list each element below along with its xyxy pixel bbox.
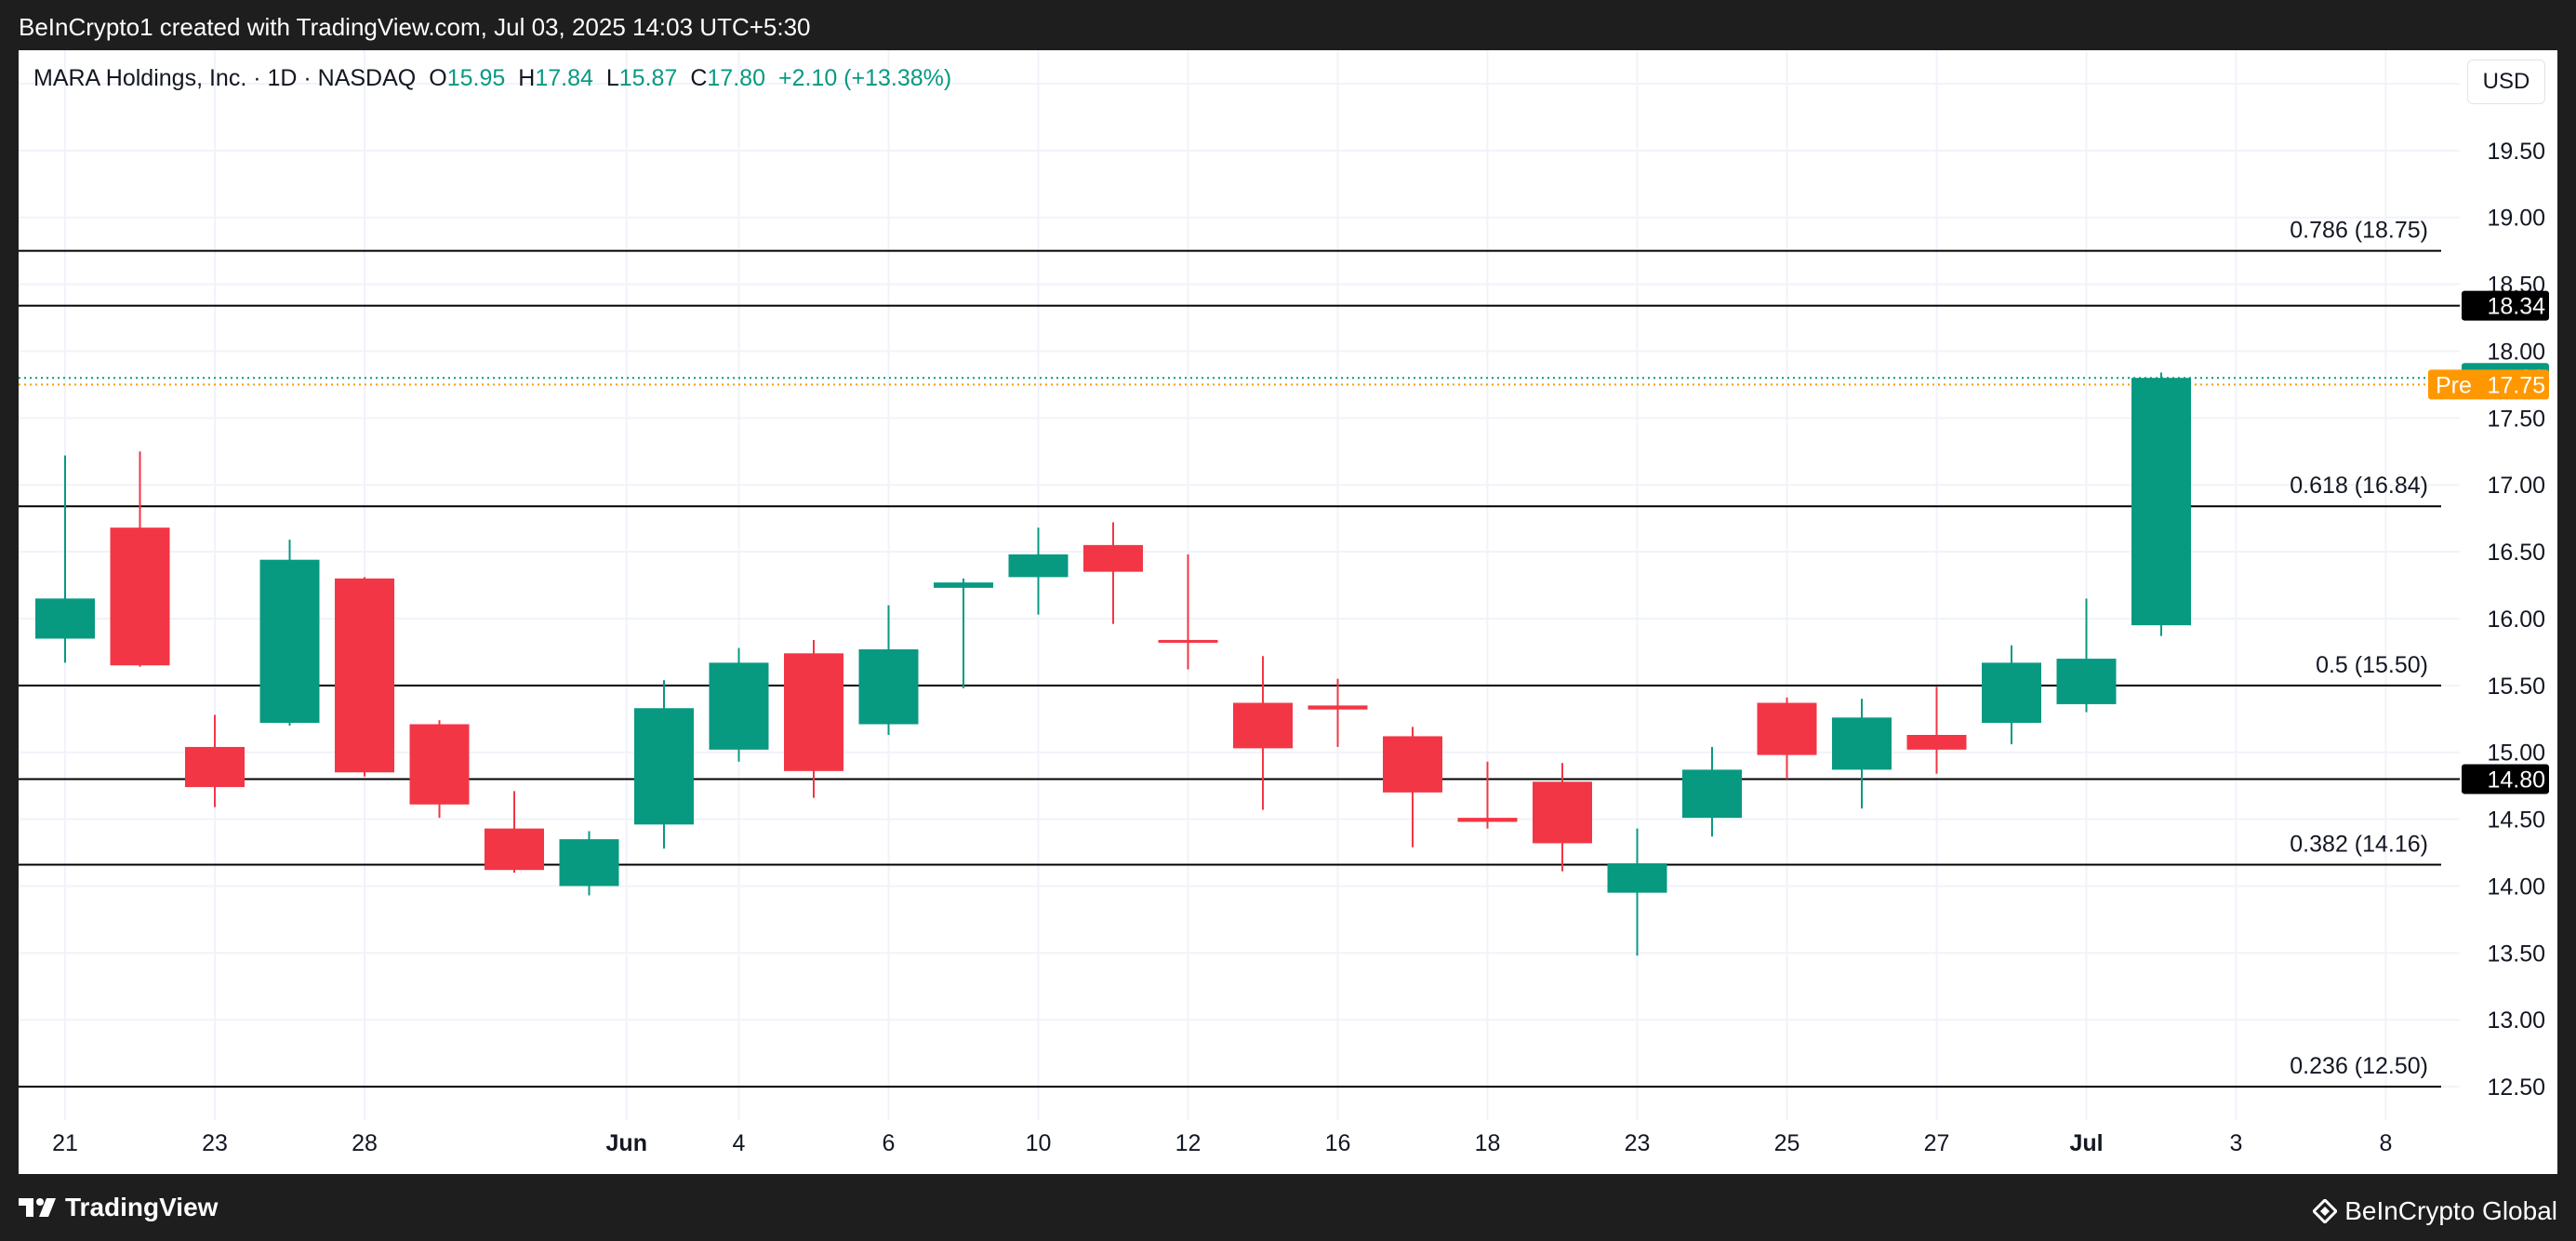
candle-body xyxy=(1832,717,1892,770)
high-value: 17.84 xyxy=(535,65,593,91)
y-tick-label: 18.00 xyxy=(2487,339,2545,365)
y-tick-label: 15.50 xyxy=(2487,674,2545,700)
y-tick-label: 14.00 xyxy=(2487,874,2545,900)
tradingview-logo[interactable]: TradingView xyxy=(19,1193,218,1222)
x-tick-label: 21 xyxy=(52,1130,78,1156)
y-tick-label: 14.50 xyxy=(2487,807,2545,834)
candle-body xyxy=(634,708,694,825)
symbol-legend: MARA Holdings, Inc. · 1D · NASDAQ O 15.95… xyxy=(33,65,951,92)
candle-body xyxy=(1008,554,1069,578)
candle-body xyxy=(185,746,245,788)
level-badge-label: 18.34 xyxy=(2487,294,2545,320)
y-tick-label: 13.00 xyxy=(2487,1007,2545,1034)
x-tick-label: 3 xyxy=(2230,1130,2243,1156)
beincrypto-text: BeInCrypto Global xyxy=(2344,1196,2557,1225)
x-tick-label: 10 xyxy=(1026,1130,1052,1156)
header-bar: BeInCrypto1 created with TradingView.com… xyxy=(0,0,2576,50)
x-tick-label: 12 xyxy=(1175,1130,1202,1156)
x-tick-label: 18 xyxy=(1475,1130,1501,1156)
candle-body xyxy=(1233,702,1293,749)
x-tick-label: 27 xyxy=(1924,1130,1950,1156)
x-tick-label: Jul xyxy=(2069,1130,2103,1156)
y-tick-label: 12.50 xyxy=(2487,1074,2545,1101)
x-tick-label: 23 xyxy=(202,1130,228,1156)
candle-body xyxy=(1383,736,1442,793)
beincrypto-logo: BeInCrypto Global xyxy=(2313,1196,2557,1226)
x-tick-label: 16 xyxy=(1325,1130,1351,1156)
high-label: H xyxy=(518,65,536,91)
candle-body xyxy=(1982,662,2041,724)
candle-body xyxy=(1906,735,1967,750)
candle-body xyxy=(1083,544,1143,572)
candle-body xyxy=(409,724,470,805)
level-badge-box xyxy=(2462,764,2549,794)
change-value: +2.10 (+13.38%) xyxy=(777,65,952,91)
open-label: O xyxy=(429,65,447,91)
x-tick-label: 23 xyxy=(1625,1130,1651,1156)
candle-body xyxy=(1457,818,1518,822)
chart-panel[interactable]: 0.786 (18.75) 0.618 (16.84) 0.5 (15.50) 0.3… xyxy=(19,50,2557,1174)
low-label: L xyxy=(605,65,619,91)
x-tick-label: 25 xyxy=(1774,1130,1800,1156)
symbol-name: MARA Holdings, Inc. · 1D · NASDAQ xyxy=(33,65,417,91)
close-label: C xyxy=(690,65,708,91)
candle-body xyxy=(2131,378,2191,626)
fib-level-label: 0.5 (15.50) xyxy=(2316,652,2428,678)
close-value: 17.80 xyxy=(707,65,765,91)
candle-body xyxy=(1158,639,1218,643)
candle-body xyxy=(259,559,320,724)
y-tick-label: 13.50 xyxy=(2487,941,2545,967)
candle-body xyxy=(335,578,394,773)
fib-level-label: 0.382 (14.16) xyxy=(2290,831,2428,857)
candle-body xyxy=(559,839,619,887)
premarket-badge-box xyxy=(2428,369,2549,400)
price-chart[interactable]: 0.786 (18.75) 0.618 (16.84) 0.5 (15.50) 0.3… xyxy=(19,50,2557,1174)
fib-level-label: 0.618 (16.84) xyxy=(2290,473,2428,499)
footer-bar: TradingView BeInCrypto Global xyxy=(0,1174,2576,1241)
fib-level-label: 0.786 (18.75) xyxy=(2290,218,2428,244)
premarket-prefix: Pre xyxy=(2436,372,2472,398)
y-tick-label: 17.50 xyxy=(2487,406,2545,432)
x-tick-label: Jun xyxy=(606,1130,647,1156)
level-badge-box xyxy=(2462,290,2549,321)
y-tick-label: 16.50 xyxy=(2487,540,2545,566)
x-tick-label: 28 xyxy=(352,1130,378,1156)
x-tick-label: 8 xyxy=(2380,1130,2393,1156)
candle-body xyxy=(1533,781,1592,844)
candle-body xyxy=(934,582,993,588)
candle-body xyxy=(485,828,544,871)
y-tick-label: 15.00 xyxy=(2487,741,2545,767)
candle-body xyxy=(1308,705,1368,710)
candle-body xyxy=(2056,659,2117,704)
candle-body xyxy=(110,527,170,666)
tradingview-logo-icon xyxy=(19,1198,56,1217)
beincrypto-logo-icon xyxy=(2313,1199,2338,1223)
currency-button[interactable]: USD xyxy=(2467,60,2545,104)
y-tick-label: 16.00 xyxy=(2487,607,2545,633)
y-tick-label: 17.00 xyxy=(2487,473,2545,499)
premarket-label: 17.75 xyxy=(2487,372,2545,398)
candle-body xyxy=(709,662,769,750)
candle-body xyxy=(1757,702,1817,755)
chart-credit: BeInCrypto1 created with TradingView.com… xyxy=(19,13,811,41)
low-value: 15.87 xyxy=(618,65,678,91)
y-tick-label: 19.50 xyxy=(2487,139,2545,165)
candle-body xyxy=(35,598,95,639)
open-value: 15.95 xyxy=(446,65,506,91)
candle-body xyxy=(1607,863,1667,893)
fib-level-label: 0.236 (12.50) xyxy=(2290,1053,2428,1079)
candle-body xyxy=(784,653,843,771)
x-tick-label: 6 xyxy=(883,1130,896,1156)
candle-body xyxy=(858,649,919,725)
x-tick-label: 4 xyxy=(733,1130,746,1156)
y-tick-label: 19.00 xyxy=(2487,206,2545,232)
tradingview-text: TradingView xyxy=(65,1193,219,1221)
candle-body xyxy=(1682,769,1742,819)
level-badge-label: 14.80 xyxy=(2487,767,2545,793)
